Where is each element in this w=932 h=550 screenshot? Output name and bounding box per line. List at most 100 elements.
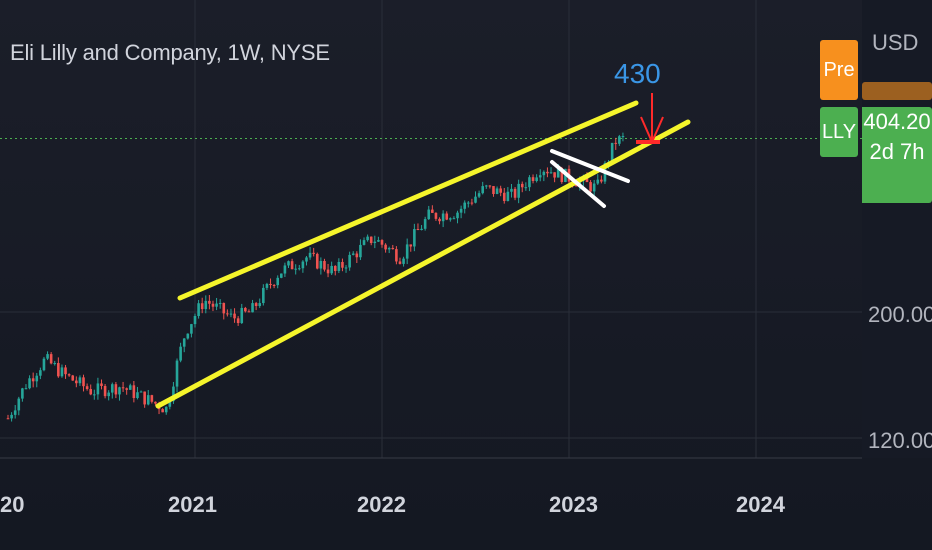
- candle-body: [538, 175, 542, 178]
- candle-body: [592, 183, 596, 192]
- candle-body: [254, 303, 258, 307]
- candle-body: [502, 192, 506, 201]
- candle-body: [182, 338, 186, 347]
- candle-body: [17, 398, 21, 411]
- candle-body: [294, 268, 297, 270]
- candle-body: [373, 241, 377, 244]
- x-tick-2021: 2021: [168, 492, 217, 517]
- candle-body: [39, 370, 42, 376]
- target-price-label[interactable]: 430: [614, 58, 661, 89]
- x-tick-2024: 2024: [736, 492, 785, 517]
- candle-body: [236, 318, 240, 324]
- candle-body: [434, 212, 438, 219]
- candle-body: [528, 177, 531, 188]
- candle-body: [531, 177, 535, 181]
- candle-body: [510, 188, 513, 192]
- currency-label[interactable]: USD: [872, 30, 919, 55]
- candle-body: [114, 384, 118, 395]
- candle-body: [100, 383, 103, 386]
- candle-body: [276, 277, 280, 286]
- candle-body: [222, 302, 226, 314]
- candle-body: [380, 240, 384, 245]
- candle-body: [409, 244, 413, 247]
- candle-body: [405, 244, 409, 259]
- candle-body: [193, 315, 197, 325]
- candle-body: [369, 236, 373, 244]
- candle-body: [416, 229, 420, 231]
- candle-body: [301, 261, 305, 269]
- candle-body: [258, 303, 262, 307]
- candle-body: [49, 354, 53, 364]
- wedge-upper-line: [550, 149, 630, 183]
- candle-body: [488, 185, 492, 187]
- candle-body: [330, 265, 333, 274]
- candle-body: [82, 377, 85, 387]
- premarket-badge: Pre: [820, 40, 858, 100]
- candle-body: [315, 253, 319, 269]
- candle-body: [420, 228, 423, 231]
- candle-body: [326, 269, 330, 274]
- candle-body: [161, 409, 164, 413]
- candle-body: [574, 184, 578, 187]
- candle-body: [57, 363, 60, 377]
- candle-body: [35, 375, 39, 382]
- last-price-badge: 404.20 2d 7h: [862, 107, 932, 203]
- candle-body: [470, 202, 474, 204]
- candle-body: [387, 247, 391, 250]
- candle-body: [233, 313, 236, 319]
- candle-body: [351, 253, 355, 255]
- wedge-lower-line: [550, 160, 606, 208]
- candle-body: [78, 377, 82, 384]
- candle-body: [449, 218, 452, 220]
- candle-body: [585, 176, 589, 183]
- candle-body: [139, 391, 143, 393]
- candle-body: [85, 386, 89, 390]
- candle-body: [535, 177, 538, 181]
- candle-body: [477, 193, 481, 197]
- symbol-badge: LLY: [820, 107, 858, 157]
- price-axis[interactable]: [862, 0, 932, 458]
- candle-body: [64, 367, 67, 375]
- candle-body: [150, 395, 154, 402]
- candle-body: [441, 213, 445, 222]
- candle-body: [459, 208, 463, 213]
- candle-body: [506, 191, 510, 201]
- candle-body: [42, 358, 46, 371]
- candle-body: [146, 395, 150, 405]
- candle-body: [398, 261, 402, 264]
- candle-body: [175, 360, 179, 387]
- x-tick-2022: 2022: [357, 492, 406, 517]
- candle-body: [208, 300, 211, 304]
- candle-body: [89, 389, 93, 395]
- bar-countdown: 2d 7h: [869, 139, 925, 164]
- candle-body: [546, 171, 549, 174]
- candle-body: [28, 378, 31, 389]
- candle-body: [240, 307, 244, 324]
- candle-body: [132, 385, 136, 399]
- candle-body: [467, 202, 470, 204]
- candle-body: [359, 244, 362, 258]
- candle-body: [211, 303, 215, 307]
- candle-body: [118, 387, 121, 395]
- candle-body: [229, 313, 233, 315]
- candle-body: [251, 303, 254, 313]
- candle-body: [265, 283, 269, 288]
- candle-body: [391, 247, 395, 250]
- candle-body: [186, 333, 190, 339]
- candle-body: [323, 260, 326, 270]
- candle-body: [290, 261, 294, 270]
- channel-lower-line: [155, 119, 691, 409]
- candle-body: [377, 240, 380, 242]
- candle-body: [269, 283, 272, 286]
- symbol-title[interactable]: Eli Lilly and Company, 1W, NYSE: [10, 40, 330, 65]
- candle-body: [226, 313, 229, 315]
- candle-body: [110, 384, 114, 393]
- y-tick-200: 200.00: [868, 302, 932, 327]
- candle-body: [341, 261, 344, 268]
- candle-body: [154, 401, 157, 404]
- candle-body: [283, 265, 287, 274]
- candle-body: [495, 188, 499, 195]
- candle-body: [125, 388, 128, 390]
